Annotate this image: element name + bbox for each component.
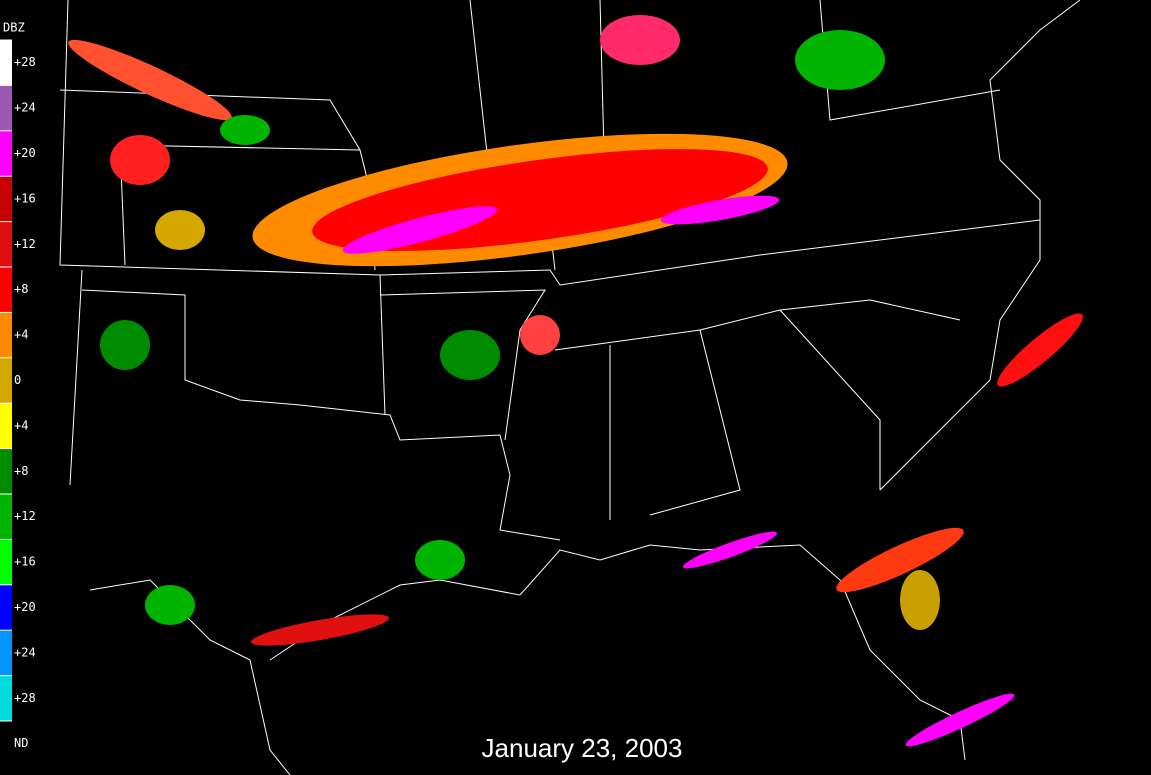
legend-label: +12 — [14, 237, 36, 251]
legend: +28 +24 +20 +16 +12 +8 +4 0 +4 +8 +12 +16 +20 +24 +28 N… — [0, 39, 36, 767]
legend-title: DBZ — [3, 21, 25, 35]
legend-swatch — [0, 675, 12, 721]
legend-swatch — [0, 176, 12, 222]
legend-swatch — [0, 448, 12, 494]
legend-label: +20 — [14, 146, 36, 160]
legend-label: +16 — [14, 555, 36, 569]
date-caption: January 23, 2003 — [482, 733, 683, 763]
legend-swatch — [0, 40, 12, 86]
legend-label: +24 — [14, 645, 36, 659]
legend-swatch — [0, 267, 12, 313]
legend-label: +28 — [14, 55, 36, 69]
legend-label: ND — [14, 736, 28, 750]
legend-swatch — [0, 721, 12, 767]
legend-label: +24 — [14, 101, 36, 115]
legend-label: +4 — [14, 418, 28, 432]
legend-label: +8 — [14, 282, 28, 296]
legend-label: +8 — [14, 464, 28, 478]
legend-swatch — [0, 221, 12, 267]
legend-label: 0 — [14, 373, 21, 387]
legend-label: +12 — [14, 509, 36, 523]
precipitation — [68, 15, 1083, 747]
legend-swatch — [0, 312, 12, 358]
legend-swatch — [0, 539, 12, 585]
legend-swatch — [0, 584, 12, 631]
legend-swatch — [0, 357, 12, 404]
legend-swatch — [0, 494, 12, 540]
legend-swatch — [0, 85, 12, 131]
legend-swatch — [0, 130, 12, 177]
legend-label: +4 — [14, 328, 28, 342]
legend-label: +28 — [14, 691, 36, 705]
legend-swatch — [0, 630, 12, 676]
legend-swatch — [0, 403, 12, 449]
legend-label: +16 — [14, 191, 36, 205]
legend-label: +20 — [14, 600, 36, 614]
